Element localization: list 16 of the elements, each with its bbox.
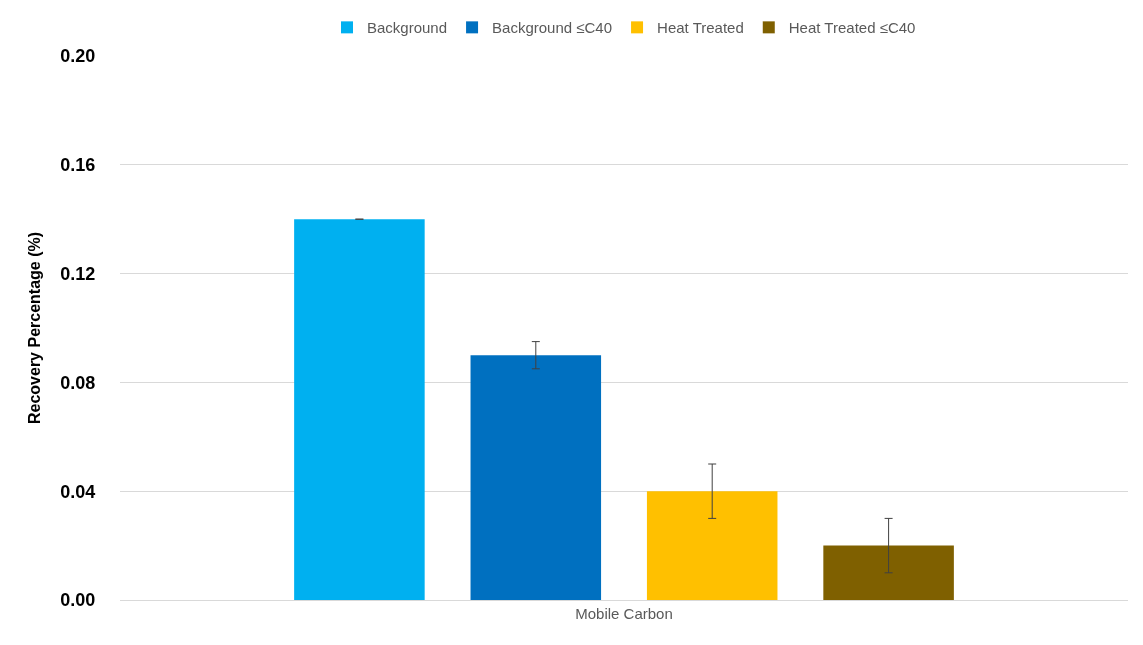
legend-label: Background [367,19,448,37]
bar [823,545,954,600]
y-tick-label: 0.00 [60,590,96,611]
legend-label: Background ≤C40 [492,19,613,37]
x-tick-label: Mobile Carbon [575,605,673,622]
bar [646,491,778,600]
y-tick-label: 0.08 [60,372,96,393]
y-tick-label: 0.20 [60,46,96,67]
y-tick-label: 0.04 [60,481,96,502]
bar [294,219,425,600]
y-axis-title: Recovery Percentage (%) [26,231,44,425]
legend-label: Heat Treated [657,19,744,37]
legend-label: Heat Treated ≤C40 [788,19,916,37]
bar [470,355,602,600]
y-tick-label: 0.16 [60,155,96,176]
y-tick-label: 0.12 [60,263,96,284]
